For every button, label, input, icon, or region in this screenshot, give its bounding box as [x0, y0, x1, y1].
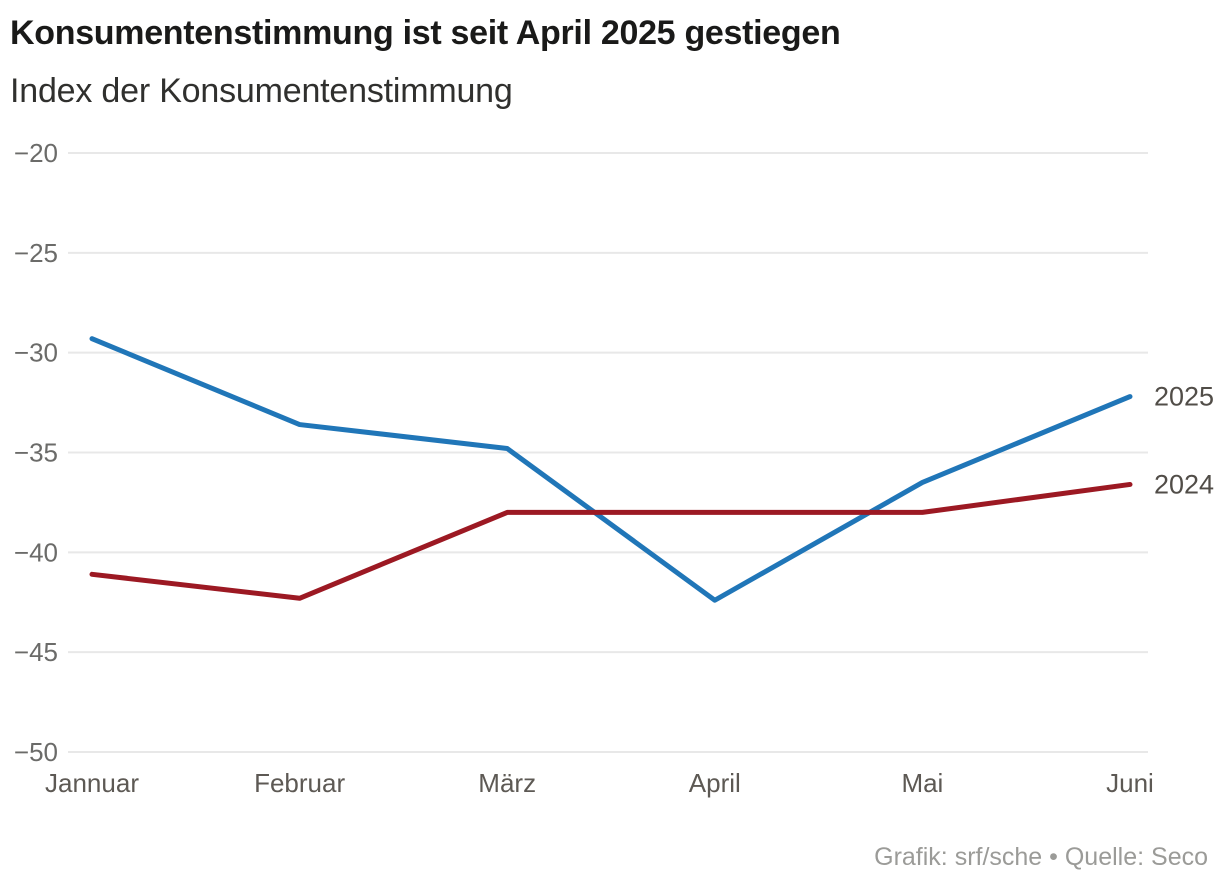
x-tick-label: April	[689, 768, 741, 798]
y-tick-label: −50	[14, 737, 58, 767]
series-label-2024: 2024	[1154, 469, 1214, 499]
series-line-2024	[89, 481, 1133, 601]
y-tick-label: −25	[14, 238, 58, 268]
x-tick-label: Februar	[254, 768, 345, 798]
x-tick-label: Jannuar	[45, 768, 139, 798]
series-line-2025	[89, 336, 1133, 603]
y-tick-label: −35	[14, 438, 58, 468]
y-tick-label: −40	[14, 537, 58, 567]
chart-title: Konsumentenstimmung ist seit April 2025 …	[10, 14, 841, 52]
y-tick-label: −30	[14, 338, 58, 368]
x-tick-label: Mai	[901, 768, 943, 798]
chart-subtitle: Index der Konsumentenstimmung	[10, 72, 513, 110]
x-tick-label: März	[478, 768, 536, 798]
y-tick-label: −45	[14, 637, 58, 667]
series-label-2025: 2025	[1154, 382, 1214, 412]
chart-credit: Grafik: srf/sche • Quelle: Seco	[874, 843, 1208, 871]
x-tick-label: Juni	[1106, 768, 1154, 798]
y-tick-label: −20	[14, 138, 58, 168]
